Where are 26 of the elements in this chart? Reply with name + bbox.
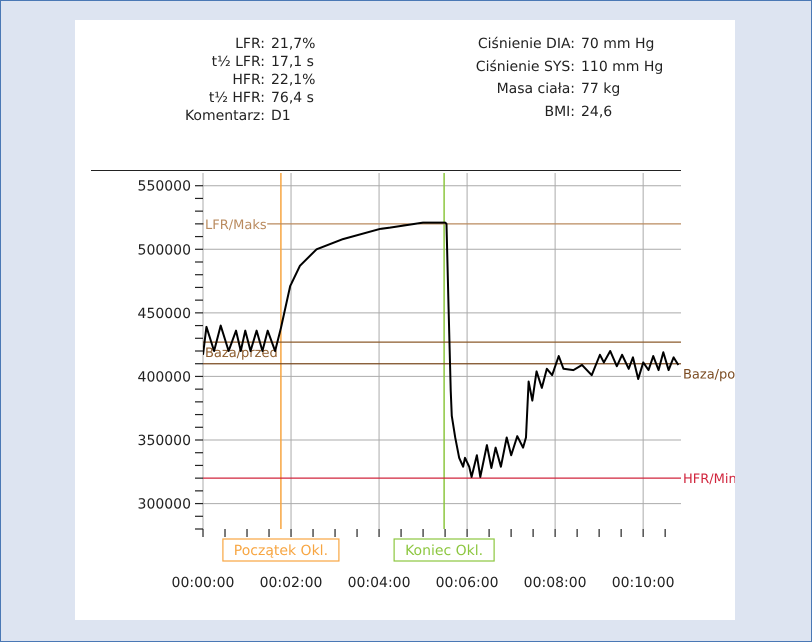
text: LFR: 21,7% [234, 36, 316, 52]
text: HFR: 22,1% [231, 72, 316, 88]
x-tick-label: 00:02:00 [260, 575, 322, 591]
text: BMI: 24,6 [543, 104, 614, 122]
text: Ciśnienie DIA: 70 mm Hg [476, 36, 656, 54]
x-tick-label: 00:04:00 [348, 575, 411, 591]
y-tick-label: 450000 [138, 306, 191, 322]
ref-line-label: Baza/po [683, 368, 736, 383]
ref-line-label: Koniec Okl. [405, 543, 484, 559]
ref-line-label: Początek Okl. [234, 543, 328, 559]
y-tick-label: 550000 [138, 178, 191, 195]
y-tick-label: 350000 [138, 433, 191, 449]
x-tick-label: 00:10:00 [612, 575, 675, 591]
y-tick-label: 300000 [138, 496, 191, 513]
y-tick-label: 400000 [138, 369, 191, 386]
text: Masa ciała: 77 kg [496, 81, 622, 99]
y-tick-label: 500000 [138, 242, 191, 258]
text: t½ LFR: 17,1 s [210, 54, 315, 70]
x-tick-label: 00:08:00 [524, 575, 587, 591]
ref-line-label: Baza/przed [205, 346, 278, 362]
x-tick-label: 00:00:00 [172, 575, 234, 591]
ref-line-label: LFR/Maks [205, 218, 267, 233]
text: Ciśnienie SYS: 110 mm Hg [474, 58, 664, 76]
text: t½ HFR: 76,4 s [208, 90, 315, 106]
text: Komentarz: D1 [184, 108, 292, 124]
x-tick-label: 00:06:00 [436, 575, 499, 591]
